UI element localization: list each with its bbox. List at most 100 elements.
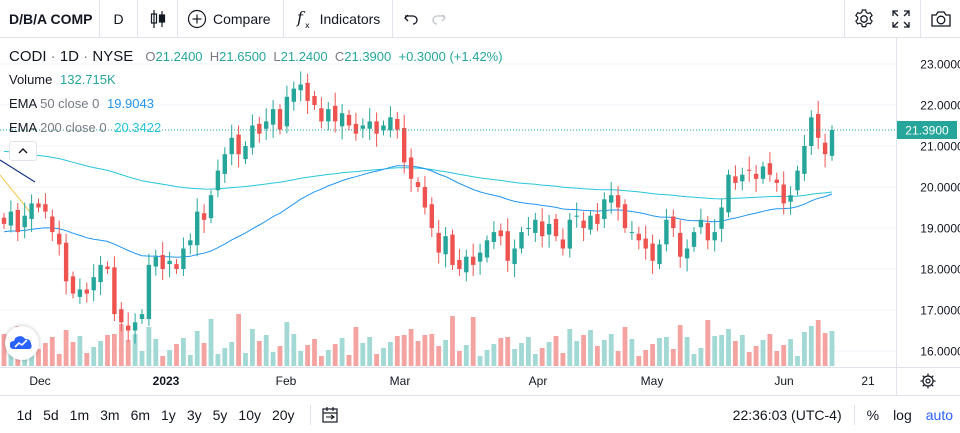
candle-body bbox=[450, 234, 455, 265]
candle bbox=[126, 312, 131, 342]
candle-body bbox=[91, 277, 96, 291]
interval-button[interactable]: D bbox=[100, 0, 138, 38]
indicators-button[interactable]: f x Indicators bbox=[284, 0, 394, 38]
undo-redo-group bbox=[393, 0, 449, 38]
candle-body bbox=[298, 84, 303, 91]
undo-icon[interactable] bbox=[403, 12, 419, 26]
volume-bar bbox=[457, 351, 462, 366]
snapshot-button[interactable] bbox=[920, 0, 960, 38]
time-axis[interactable]: Dec 2023 Feb Mar Apr May Jun 21 bbox=[29, 374, 875, 388]
volume-bar bbox=[125, 340, 131, 366]
volume-bar bbox=[132, 334, 138, 366]
candle bbox=[277, 104, 283, 135]
redo-icon[interactable] bbox=[431, 12, 447, 26]
main-series-legend[interactable]: CODI · 1D · NYSE O21.2400 H21.6500 L21.2… bbox=[9, 48, 503, 65]
volume-bar bbox=[70, 342, 76, 366]
volume-bar bbox=[332, 344, 338, 366]
range-1m[interactable]: 1m bbox=[69, 406, 90, 423]
volume-bar bbox=[450, 316, 455, 366]
range-5d[interactable]: 5d bbox=[43, 406, 59, 423]
range-1d[interactable]: 1d bbox=[16, 406, 33, 423]
candles-icon bbox=[150, 9, 165, 28]
trend-line-blue[interactable] bbox=[0, 159, 36, 183]
candle-body bbox=[795, 170, 800, 191]
candle-body bbox=[781, 184, 786, 204]
candle bbox=[719, 198, 724, 242]
axis-settings-button[interactable] bbox=[920, 373, 936, 389]
price-chart[interactable]: 23.0000 22.0000 21.0000 20.0000 19.0000 18.00… bbox=[0, 38, 960, 396]
ema200-legend[interactable]: EMA 200 close 0 20.3422 bbox=[9, 120, 161, 135]
candle bbox=[422, 175, 428, 215]
divider bbox=[310, 404, 312, 425]
range-6m[interactable]: 6m bbox=[130, 406, 151, 423]
candle bbox=[84, 282, 89, 303]
volume-bar bbox=[470, 317, 476, 366]
fullscreen-button[interactable] bbox=[882, 0, 920, 38]
candle-body bbox=[126, 325, 131, 331]
volume-bar bbox=[84, 353, 90, 366]
candle-body bbox=[15, 209, 20, 233]
volume-bar bbox=[477, 356, 483, 366]
candle-body bbox=[98, 264, 103, 283]
legend-high: 21.6500 bbox=[219, 49, 267, 64]
tradingview-logo[interactable] bbox=[5, 326, 39, 360]
volume-bar bbox=[463, 345, 469, 366]
volume-bar bbox=[98, 341, 103, 366]
chevron-up-icon bbox=[18, 148, 28, 154]
candle-body bbox=[1, 217, 7, 224]
range-5y[interactable]: 5y bbox=[212, 406, 228, 423]
ema50-legend[interactable]: EMA 50 close 0 19.9043 bbox=[9, 96, 154, 111]
gear-icon bbox=[854, 9, 873, 28]
volume-bar bbox=[553, 336, 559, 366]
symbol-search-button[interactable]: D/B/A COMP bbox=[0, 0, 100, 38]
candle bbox=[733, 165, 738, 190]
range-3m[interactable]: 3m bbox=[100, 406, 120, 423]
candle-body bbox=[63, 242, 69, 282]
volume-bar bbox=[367, 337, 373, 366]
candles bbox=[1, 71, 835, 344]
clock[interactable]: 22:36:03 (UTC-4) bbox=[732, 406, 842, 423]
collapse-legend-button[interactable] bbox=[9, 141, 37, 161]
log-toggle[interactable]: log bbox=[893, 406, 912, 423]
candle-body bbox=[629, 232, 635, 234]
candle bbox=[684, 239, 690, 272]
price-axis[interactable]: 23.0000 22.0000 21.0000 20.0000 19.0000 18.00… bbox=[920, 58, 960, 359]
candle bbox=[464, 249, 469, 282]
volume-bar bbox=[319, 356, 324, 366]
volume-bar bbox=[781, 345, 787, 366]
auto-toggle[interactable]: auto bbox=[925, 406, 953, 423]
candle bbox=[657, 239, 662, 269]
candle bbox=[712, 218, 717, 252]
range-3y[interactable]: 3y bbox=[186, 406, 202, 423]
candle bbox=[629, 221, 635, 240]
candle bbox=[36, 198, 41, 213]
volume-bar bbox=[243, 353, 248, 366]
volume-bar bbox=[677, 325, 683, 366]
candle-body bbox=[181, 248, 186, 269]
range-10y[interactable]: 10y bbox=[238, 406, 261, 423]
legend-close: 21.3900 bbox=[344, 49, 392, 64]
volume-bar bbox=[229, 342, 235, 366]
volume-bar bbox=[622, 327, 628, 366]
candle-body bbox=[388, 117, 393, 131]
compare-button[interactable]: Compare bbox=[178, 0, 284, 38]
candle-body bbox=[84, 289, 89, 294]
candle bbox=[63, 233, 69, 295]
range-20y[interactable]: 20y bbox=[271, 406, 295, 423]
range-1y[interactable]: 1y bbox=[161, 406, 176, 423]
date-range-icon[interactable] bbox=[321, 406, 339, 424]
percent-toggle[interactable]: % bbox=[866, 406, 880, 423]
candle bbox=[132, 313, 138, 344]
chart-type-button[interactable] bbox=[138, 0, 178, 38]
trend-line-yellow[interactable] bbox=[0, 174, 31, 213]
candle bbox=[760, 161, 766, 184]
volume-legend[interactable]: Volume 132.715K bbox=[9, 72, 116, 87]
volume-bar bbox=[49, 337, 55, 366]
candle bbox=[298, 71, 303, 102]
ema200-line bbox=[3, 150, 833, 200]
candle-body bbox=[733, 176, 738, 183]
candle bbox=[77, 278, 83, 304]
settings-button[interactable] bbox=[844, 0, 882, 38]
volume-bar bbox=[774, 351, 780, 366]
candle-body bbox=[360, 125, 365, 129]
